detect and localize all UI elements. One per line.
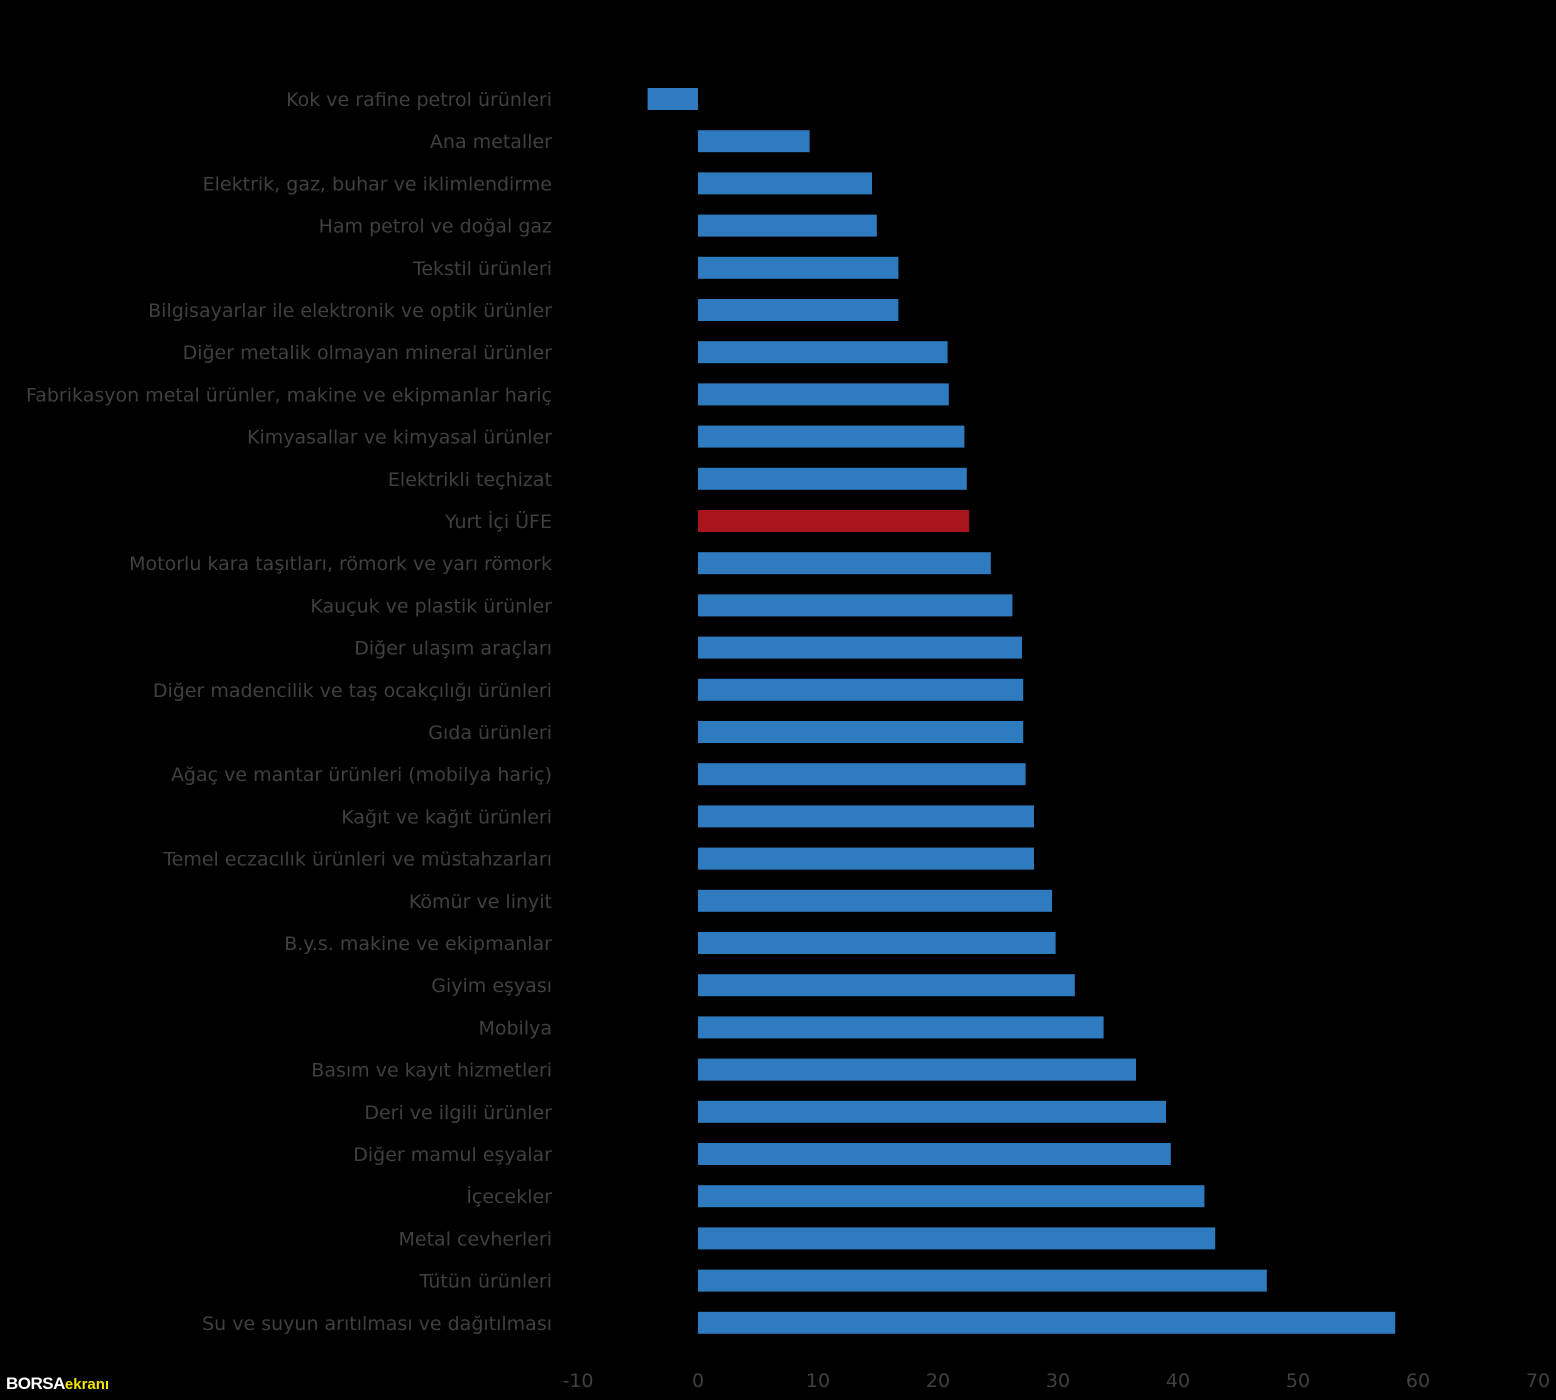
category-label: Tekstil ürünleri [412,258,552,280]
bar [698,847,1034,870]
category-label: Diğer ulaşım araçları [354,638,552,660]
x-tick-label: 20 [926,1370,950,1392]
bar [698,763,1026,786]
x-tick-label: 50 [1286,1370,1310,1392]
bar [698,721,1024,743]
bar [698,256,899,279]
bar [698,974,1075,997]
x-tick-label: -10 [562,1370,593,1392]
category-label: Kauçuk ve plastik ürünler [310,595,552,617]
highlight-bar [698,510,970,532]
category-label: Basım ve kayıt hizmetleri [311,1060,552,1082]
bar [698,594,1013,617]
logo-word-borsa: BORSA [6,1374,65,1393]
category-label: Giyim eşyası [431,975,552,997]
category-label: Gıda ürünleri [428,722,552,744]
category-label: Deri ve ilgili ürünler [364,1102,552,1124]
x-tick-label: 10 [806,1370,830,1392]
bar [698,1100,1166,1123]
bar [698,1185,1205,1208]
category-label: Yurt İçi ÜFE [444,510,552,533]
category-label: Diğer mamul eşyalar [353,1144,552,1166]
x-tick-label: 0 [692,1370,704,1392]
bar [698,1143,1171,1165]
category-label: İçecekler [466,1185,552,1208]
bar [698,1269,1267,1292]
bar [698,214,877,237]
bar [698,678,1024,701]
bar [698,172,872,195]
bar [698,932,1056,954]
bar [698,341,948,364]
bar [698,805,1034,828]
logo-word-ekrani: ekranı [64,1376,110,1393]
category-label: Kimyasallar ve kimyasal ürünler [247,427,552,449]
category-label: Kömür ve linyit [409,891,552,913]
x-tick-label: 60 [1406,1370,1430,1392]
bar [698,552,991,575]
bar [698,889,1052,912]
bar [698,299,899,321]
x-tick-label: 40 [1166,1370,1190,1392]
bar [698,1311,1396,1334]
bar [698,383,949,406]
bar [698,1016,1104,1039]
category-label: Metal cevherleri [399,1228,552,1250]
category-label: Bilgisayarlar ile elektronik ve optik ür… [148,300,552,322]
category-label: Tütün ürünleri [418,1271,552,1293]
bar [698,1058,1136,1081]
x-tick-label: 70 [1526,1370,1550,1392]
category-label: Temel eczacılık ürünleri ve müstahzarlar… [162,849,552,871]
category-label: Mobilya [478,1017,552,1039]
category-label: Kok ve rafine petrol ürünleri [286,89,552,111]
category-label: B.y.s. makine ve ekipmanlar [284,933,552,955]
category-label: Diğer madencilik ve taş ocakçılığı ürünl… [153,680,552,702]
category-label: Ağaç ve mantar ürünleri (mobilya hariç) [171,764,552,786]
bar [647,88,698,110]
bar [698,467,967,490]
borsa-ekrani-logo: BORSAekranı [6,1374,109,1395]
category-label: Ana metaller [430,131,552,153]
category-label: Kağıt ve kağıt ürünleri [341,806,552,828]
bar [698,130,810,153]
bar [698,636,1022,659]
category-label: Elektrikli teçhizat [388,469,552,491]
bar [698,1227,1216,1250]
category-label: Fabrikasyon metal ürünler, makine ve eki… [26,384,552,406]
category-label: Elektrik, gaz, buhar ve iklimlendirme [203,173,552,195]
x-tick-label: 30 [1046,1370,1070,1392]
category-label: Su ve suyun arıtılması ve dağıtılması [202,1313,552,1335]
category-label: Ham petrol ve doğal gaz [319,216,552,238]
bar [698,425,965,448]
category-label: Motorlu kara taşıtları, römork ve yarı r… [129,553,552,575]
category-label: Diğer metalik olmayan mineral ürünler [183,342,553,364]
